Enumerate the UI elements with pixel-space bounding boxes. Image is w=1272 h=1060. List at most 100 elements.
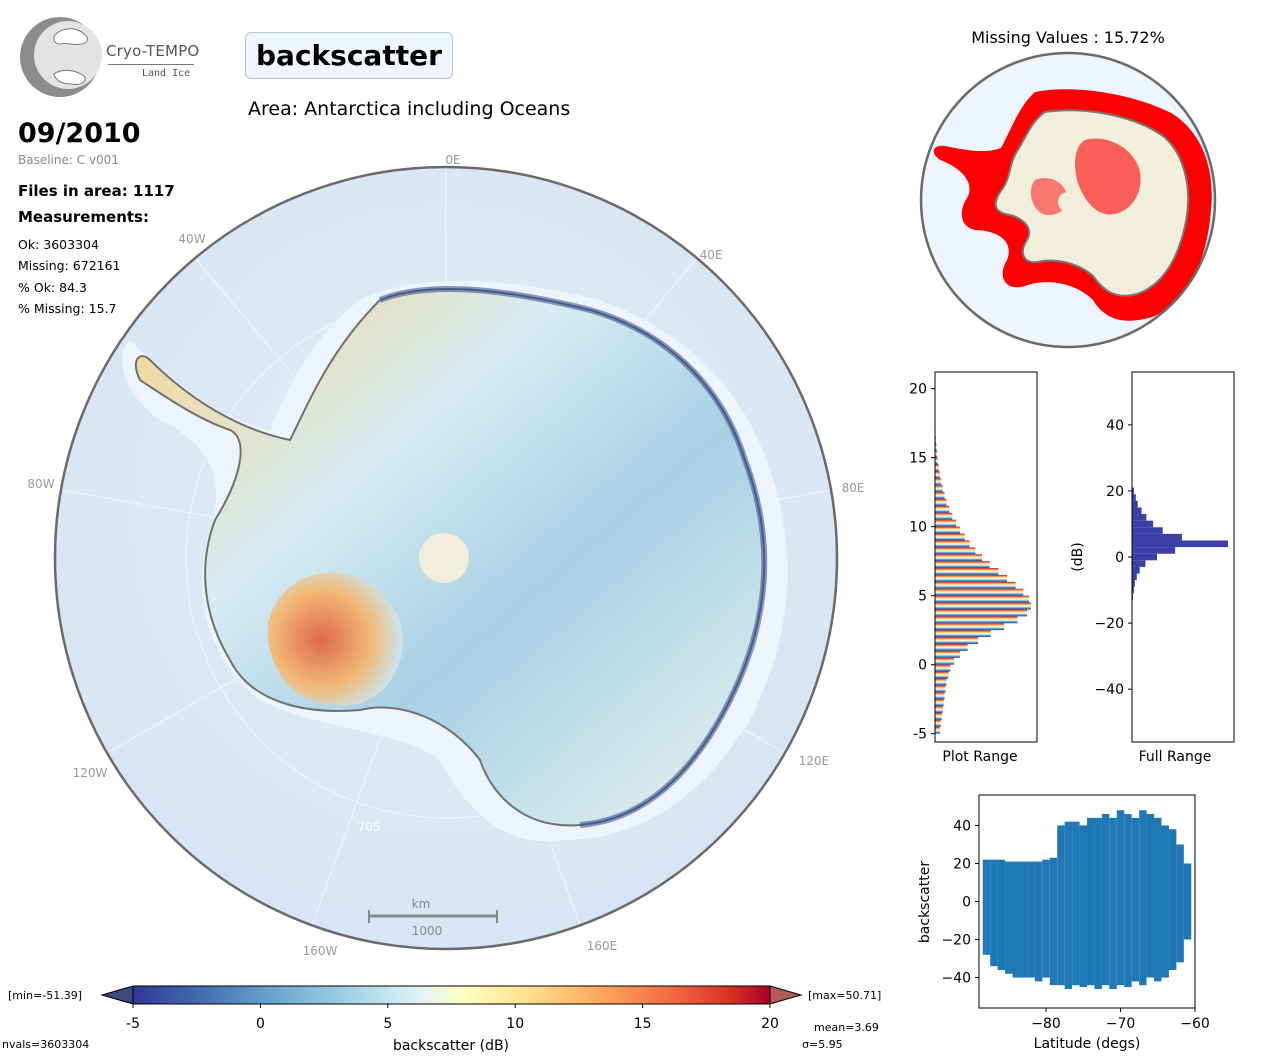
hist1-bar	[935, 574, 1007, 582]
scatter-column	[1101, 814, 1110, 986]
hist1-bar	[935, 623, 1005, 631]
scatter-ytick-label: 40	[953, 818, 971, 834]
scatter-column	[1161, 825, 1169, 978]
hist2-tick-label: 40	[1106, 418, 1124, 434]
hist1-tick-label: 15	[909, 451, 927, 467]
hist1-bar	[935, 595, 1030, 603]
hist1-bar	[935, 713, 942, 720]
hist2-bar	[1132, 553, 1157, 561]
scatter-column	[1064, 821, 1073, 989]
hist1-bar	[935, 692, 945, 700]
measurements-label: Measurements:	[18, 208, 149, 226]
hist1-bar	[935, 650, 960, 658]
missing-map	[919, 51, 1217, 349]
colorbar-min-label: [min=-51.39]	[8, 989, 82, 1002]
hist2-bar	[1132, 494, 1136, 501]
scatter-ytick-label: 0	[962, 895, 971, 911]
hist2-bar	[1132, 527, 1163, 534]
colorbar-max-label: [max=50.71]	[808, 989, 881, 1002]
stat-pct-missing: % Missing: 15.7	[18, 301, 117, 316]
hist1-tick-label: 20	[909, 382, 927, 398]
scatter-column	[1116, 810, 1125, 986]
hist1-bar	[935, 478, 942, 486]
scatter-column	[1042, 859, 1050, 978]
hist1-bar	[935, 678, 947, 686]
hist1-bar	[935, 471, 940, 479]
hist2-bar	[1132, 566, 1140, 574]
cryo-tempo-logo	[20, 17, 102, 97]
hist1-frame	[934, 371, 1038, 743]
scatter-column	[1146, 814, 1155, 978]
hist2-tick-label: −20	[1094, 616, 1124, 632]
scatter-column	[1087, 817, 1095, 986]
lon-label-80e: 80E	[842, 481, 865, 495]
scatter-column	[1005, 861, 1013, 974]
scatter-column	[1027, 861, 1035, 978]
stat-ok: Ok: 3603304	[18, 237, 99, 252]
scatter-column	[1019, 861, 1028, 978]
colorbar-label: backscatter (dB)	[393, 1038, 509, 1054]
hist1-bar	[935, 685, 946, 693]
scatter-column	[1131, 817, 1140, 982]
colorbar-tick-label: 5	[383, 1016, 392, 1032]
hist2-bar	[1132, 540, 1228, 548]
hist1-bar	[935, 505, 950, 513]
colorbar-tick-label: 15	[634, 1016, 652, 1032]
lon-label-120e: 120E	[799, 754, 830, 768]
colorbar-min-extend	[100, 985, 134, 1005]
hist1-bar	[935, 533, 965, 541]
lon-label-160e: 160E	[587, 939, 618, 953]
hist1-bar	[935, 657, 955, 665]
scatter-column	[1139, 810, 1147, 986]
hist1-tick-label: 0	[918, 658, 927, 674]
hist1-bar	[935, 726, 940, 734]
nvals-label: nvals=3603304	[2, 1038, 89, 1051]
scatter-column	[1109, 817, 1117, 989]
scatter-column	[1049, 857, 1058, 986]
hist2-bar	[1132, 547, 1176, 554]
lat-label-70s: 70S	[358, 820, 381, 834]
scatter-column	[1124, 814, 1132, 988]
scatter-xlabel: Latitude (degs)	[1034, 1036, 1141, 1052]
scatter-column	[1072, 821, 1080, 986]
hist1-bar	[935, 443, 937, 451]
map-boundary	[53, 165, 839, 951]
hist1-tick-label: -5	[913, 727, 927, 743]
lon-label-0e: 0E	[445, 153, 460, 167]
stat-pct-ok: % Ok: 84.3	[18, 280, 87, 295]
hist2-bar	[1132, 507, 1142, 515]
hist1-bar	[935, 664, 951, 672]
mean-label: mean=3.69	[814, 1021, 879, 1034]
date-title: 09/2010	[18, 118, 141, 149]
hist1-bar	[935, 492, 945, 500]
hist2-bar	[1132, 520, 1154, 528]
scatter-ytick-label: −40	[941, 971, 971, 987]
hist2-tick-label: −40	[1094, 682, 1124, 698]
scatter-xtick-label: −70	[1106, 1016, 1136, 1032]
hist2-bar	[1132, 500, 1138, 508]
colorbar-tick-label: 0	[256, 1016, 265, 1032]
west-antarctica-high	[267, 572, 403, 706]
lon-label-40w: 40W	[178, 232, 205, 246]
hist2-bar	[1132, 533, 1182, 541]
hist1-bar	[935, 616, 1018, 624]
hist1-bar	[935, 464, 939, 472]
logo-title: Cryo-TEMPO	[106, 42, 200, 60]
colorbar-gradient	[132, 985, 771, 1005]
hist1-bar	[935, 547, 976, 555]
scatter-column	[990, 859, 998, 967]
hist2-bar	[1132, 573, 1137, 581]
scatter-column	[1012, 861, 1020, 978]
hist1-bar	[935, 719, 941, 727]
scatter-xtick-label: −80	[1031, 1016, 1061, 1032]
hist2-bar	[1132, 586, 1134, 594]
hist1-bar	[935, 699, 944, 707]
parameter-title: backscatter	[245, 32, 453, 79]
hist1-bar	[935, 519, 957, 527]
scatter-column	[1176, 844, 1184, 963]
hist1-bar	[935, 643, 968, 651]
hist1-tick-label: 5	[918, 589, 927, 605]
hist1-bar	[935, 706, 943, 714]
scatter-ytick-label: 20	[953, 856, 971, 872]
colorbar: -5 0 5 10 15 20 backscatter (dB) [min=-51.39]…	[2, 985, 881, 1054]
